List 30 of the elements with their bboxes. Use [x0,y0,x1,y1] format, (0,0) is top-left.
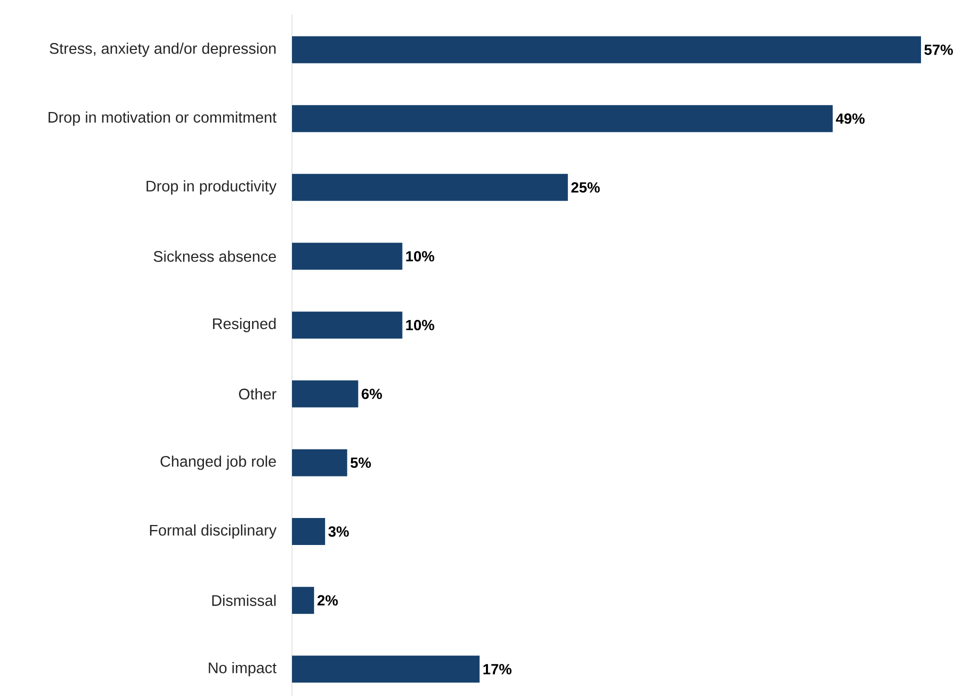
bar [292,242,402,270]
bar [292,656,480,683]
y-tick-label: Sickness absence [154,250,276,262]
y-tick-label: Drop in productivity [146,180,277,195]
bar [292,518,326,546]
bar [292,174,568,201]
y-tick-label: Stress, anxiety and/or depression [50,42,276,57]
y-tick-label: Resigned [213,318,276,332]
data-label: 25% [571,182,600,193]
y-tick-label: Formal disciplinary [150,524,277,539]
data-label: 5% [350,458,371,468]
data-label: 57% [924,44,953,55]
bar [292,449,348,476]
data-label: 10% [406,320,434,330]
data-label: 2% [318,595,338,606]
data-label: 3% [328,526,349,537]
y-tick-label: Changed job role [160,456,276,470]
data-label: 10% [406,251,434,262]
data-label: 17% [483,664,512,674]
y-tick-label: Drop in motivation or commitment [48,111,276,126]
data-label: 49% [836,113,865,124]
y-tick-label: Dismissal [212,594,276,606]
bar [292,312,402,339]
y-tick-label: Other [239,388,276,400]
y-tick-label: No impact [208,662,276,676]
bar [292,380,358,408]
data-label: 6% [362,388,382,400]
bar [292,105,833,132]
bar [292,586,314,614]
bar [292,36,922,64]
